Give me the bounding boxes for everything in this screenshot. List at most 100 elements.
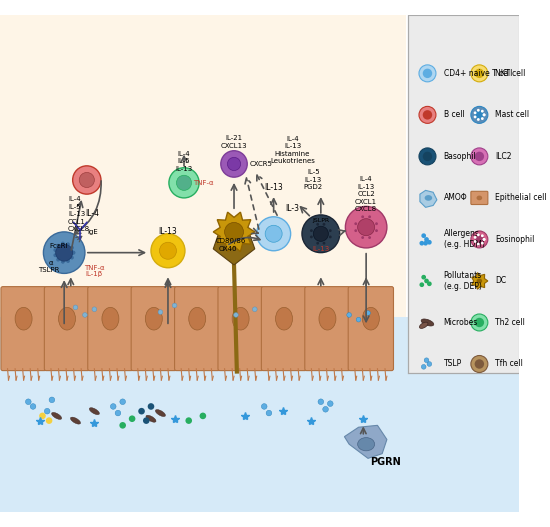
Text: Tfh cell: Tfh cell [496, 359, 523, 368]
Circle shape [257, 217, 290, 251]
Text: TNF-α: TNF-α [192, 180, 213, 186]
Circle shape [160, 242, 177, 259]
Text: DC: DC [496, 277, 507, 286]
FancyBboxPatch shape [218, 287, 263, 370]
Circle shape [227, 158, 241, 171]
Text: IgE: IgE [87, 229, 98, 235]
Circle shape [329, 236, 332, 238]
Circle shape [265, 225, 282, 242]
Circle shape [427, 281, 432, 286]
Circle shape [111, 404, 116, 409]
FancyBboxPatch shape [348, 287, 393, 370]
Circle shape [316, 236, 319, 238]
FancyBboxPatch shape [408, 15, 519, 374]
Circle shape [53, 248, 57, 252]
Circle shape [375, 222, 378, 225]
Text: Th2 cell: Th2 cell [496, 318, 525, 327]
Ellipse shape [476, 196, 482, 200]
FancyBboxPatch shape [1, 287, 46, 370]
Circle shape [120, 399, 125, 405]
Circle shape [481, 117, 483, 120]
Circle shape [475, 110, 484, 120]
FancyBboxPatch shape [0, 317, 519, 512]
Circle shape [361, 236, 364, 239]
Circle shape [119, 422, 126, 428]
Circle shape [347, 313, 351, 317]
Circle shape [329, 229, 332, 232]
Circle shape [327, 401, 333, 406]
Circle shape [221, 151, 248, 177]
Circle shape [129, 415, 135, 422]
Circle shape [421, 233, 426, 238]
Ellipse shape [189, 307, 206, 330]
Text: NKT cell: NKT cell [496, 69, 526, 78]
Text: IL-13: IL-13 [265, 183, 283, 192]
Text: B cell: B cell [443, 110, 464, 120]
Text: CD80/86: CD80/86 [215, 238, 245, 245]
Text: TSLPR: TSLPR [38, 267, 59, 272]
Ellipse shape [232, 307, 249, 330]
Ellipse shape [476, 279, 482, 284]
Text: TSLP: TSLP [443, 359, 462, 368]
Ellipse shape [102, 307, 119, 330]
Circle shape [66, 242, 70, 246]
Circle shape [475, 152, 484, 161]
Circle shape [368, 236, 371, 239]
Ellipse shape [319, 307, 336, 330]
Circle shape [92, 307, 97, 311]
Text: Mast cell: Mast cell [496, 110, 530, 120]
Polygon shape [344, 425, 387, 458]
Circle shape [318, 399, 323, 405]
Circle shape [427, 240, 432, 245]
Circle shape [200, 413, 206, 419]
Circle shape [421, 275, 426, 279]
Circle shape [70, 256, 74, 259]
Circle shape [148, 403, 155, 410]
Circle shape [423, 69, 432, 78]
Text: FcεRI: FcεRI [49, 243, 68, 249]
Text: Basophil: Basophil [443, 152, 476, 161]
Circle shape [483, 238, 486, 241]
Circle shape [310, 229, 313, 232]
Text: TNF-α: TNF-α [84, 265, 104, 271]
Circle shape [361, 216, 364, 218]
Circle shape [316, 229, 319, 232]
Circle shape [310, 236, 313, 238]
Circle shape [49, 397, 55, 403]
Circle shape [73, 305, 78, 310]
Circle shape [471, 356, 488, 373]
Text: ILC2: ILC2 [496, 152, 512, 161]
FancyBboxPatch shape [305, 287, 350, 370]
Circle shape [474, 111, 476, 114]
Circle shape [82, 313, 87, 317]
Text: CD4+ naive T cell: CD4+ naive T cell [443, 69, 512, 78]
Circle shape [423, 152, 432, 161]
Circle shape [475, 359, 484, 369]
Text: AMOΦ: AMOΦ [443, 193, 467, 202]
Circle shape [66, 259, 70, 263]
FancyBboxPatch shape [261, 287, 307, 370]
Circle shape [177, 175, 191, 190]
Text: IL-4
IL-5
IL-13: IL-4 IL-5 IL-13 [175, 151, 192, 172]
Circle shape [477, 109, 480, 112]
Ellipse shape [421, 319, 434, 326]
Circle shape [481, 242, 483, 245]
Circle shape [322, 229, 326, 232]
Ellipse shape [146, 415, 156, 422]
Circle shape [72, 251, 75, 255]
Text: IL-4
IL-5
IL-13
CCL1
CXCL8: IL-4 IL-5 IL-13 CCL1 CXCL8 [68, 196, 90, 232]
Circle shape [423, 110, 432, 120]
Text: Epithelial cell: Epithelial cell [496, 193, 547, 202]
Circle shape [356, 317, 361, 322]
Text: CXCR5: CXCR5 [250, 161, 273, 167]
Circle shape [471, 231, 488, 248]
Circle shape [234, 313, 238, 317]
Circle shape [471, 65, 488, 82]
Text: IL-13: IL-13 [312, 246, 329, 252]
Circle shape [475, 235, 484, 244]
Circle shape [302, 215, 340, 252]
Text: IL-5
IL-13
PGD2: IL-5 IL-13 PGD2 [304, 170, 323, 190]
Ellipse shape [276, 307, 293, 330]
Ellipse shape [358, 437, 375, 451]
Circle shape [481, 235, 483, 237]
